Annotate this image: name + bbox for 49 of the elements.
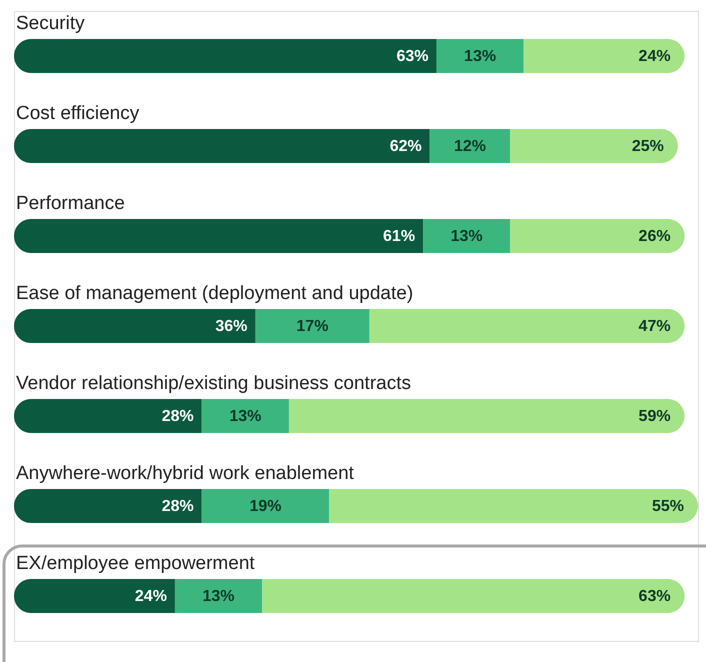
data-label: 55% bbox=[652, 498, 684, 515]
data-label: 13% bbox=[229, 408, 262, 425]
bar bbox=[369, 309, 685, 343]
bar bbox=[14, 309, 256, 343]
data-label: 28% bbox=[162, 498, 194, 515]
data-label: 13% bbox=[464, 48, 496, 65]
y-tick-label: Anywhere-work/hybrid work enablement bbox=[16, 463, 355, 484]
data-label: 61% bbox=[383, 228, 416, 245]
data-label: 63% bbox=[638, 588, 671, 605]
bar bbox=[510, 129, 678, 163]
bar bbox=[436, 39, 524, 73]
bar bbox=[262, 579, 685, 613]
data-label: 24% bbox=[134, 588, 167, 605]
y-tick-label: Cost efficiency bbox=[16, 103, 140, 124]
data-label: 28% bbox=[162, 408, 194, 425]
data-label: 24% bbox=[638, 48, 671, 65]
bar bbox=[255, 309, 370, 343]
y-tick-label: Performance bbox=[16, 193, 125, 214]
data-label: 47% bbox=[638, 318, 671, 335]
bar bbox=[14, 399, 202, 433]
bar bbox=[524, 39, 685, 73]
y-tick-label: Ease of management (deployment and update) bbox=[16, 283, 414, 304]
bar bbox=[14, 219, 424, 253]
data-label: 13% bbox=[202, 588, 235, 605]
bar bbox=[288, 399, 685, 433]
bar bbox=[202, 489, 330, 523]
data-label: 36% bbox=[215, 318, 248, 335]
data-label: 12% bbox=[454, 138, 486, 155]
bar bbox=[14, 489, 202, 523]
bar bbox=[329, 489, 698, 523]
bar bbox=[510, 219, 685, 253]
data-label: 17% bbox=[296, 318, 328, 335]
bar bbox=[174, 579, 262, 613]
y-tick-label: Security bbox=[16, 13, 86, 34]
data-label: 25% bbox=[632, 138, 664, 155]
data-label: 62% bbox=[390, 138, 422, 155]
data-label: 19% bbox=[249, 498, 282, 515]
data-label: 26% bbox=[638, 228, 671, 245]
bar bbox=[202, 399, 289, 433]
data-label: 13% bbox=[450, 228, 483, 245]
bar bbox=[430, 129, 510, 163]
y-tick-label: Vendor relationship/existing business contracts bbox=[16, 373, 412, 394]
y-tick-label: EX/employee empowerment bbox=[16, 553, 256, 574]
bar bbox=[14, 39, 436, 73]
bar bbox=[14, 579, 175, 613]
bar bbox=[14, 129, 430, 163]
data-label: 63% bbox=[396, 48, 428, 65]
bar bbox=[423, 219, 510, 253]
data-label: 59% bbox=[638, 408, 671, 425]
